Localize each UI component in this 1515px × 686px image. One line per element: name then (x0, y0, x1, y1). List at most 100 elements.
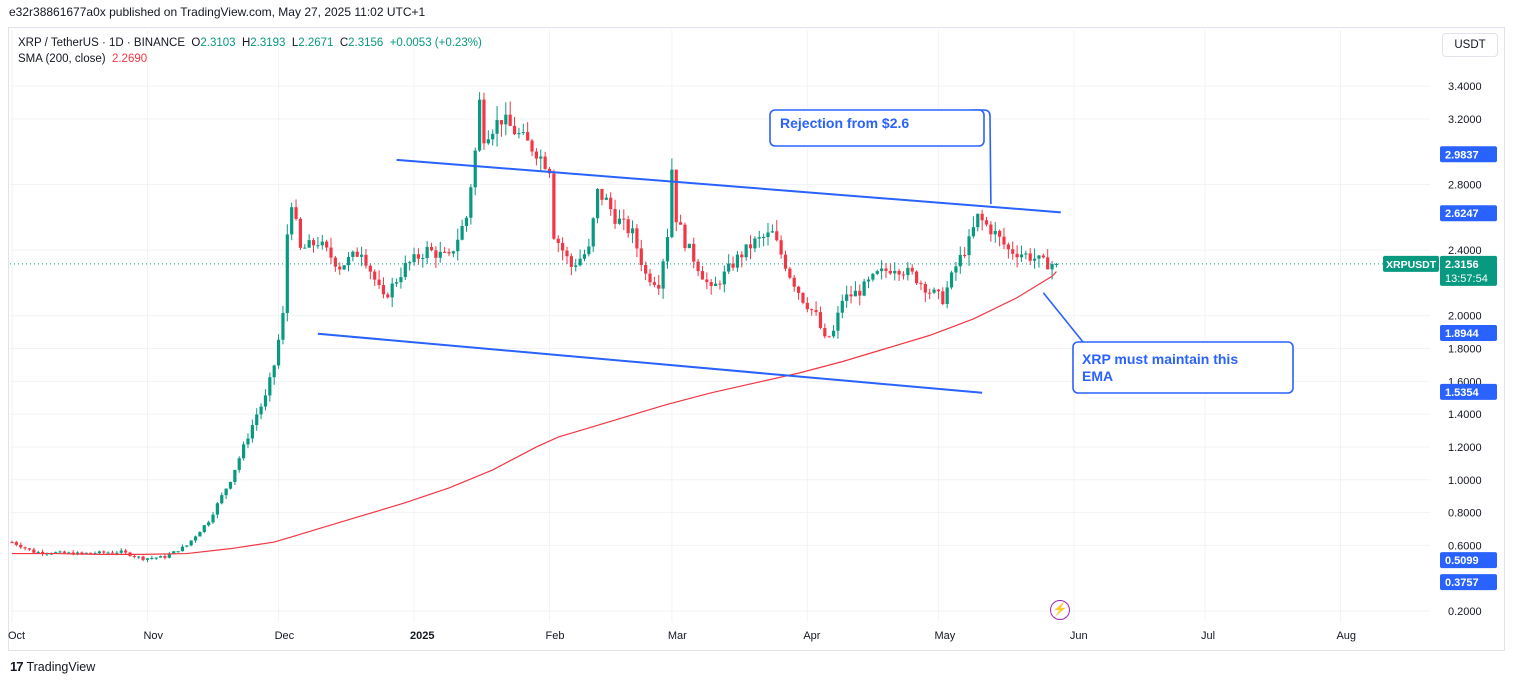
candle-body (644, 265, 648, 274)
candle-body (477, 99, 482, 151)
candle-body (700, 271, 705, 280)
candle-body (687, 243, 691, 249)
candle-body (670, 169, 674, 238)
candle-body (54, 552, 58, 554)
candle-body (89, 552, 93, 554)
candle-body (980, 213, 984, 221)
candle-body (788, 268, 792, 278)
close-value: 2.3156 (348, 37, 384, 49)
tradingview-logo-icon: 17 (10, 659, 24, 674)
callout-rejection: Rejection from $2.6 (769, 109, 992, 205)
candle-body (539, 156, 543, 159)
candle-body (954, 266, 958, 273)
candle-body (530, 140, 534, 152)
candle-body (1015, 253, 1019, 258)
candle-body (228, 481, 233, 489)
candle-body (993, 230, 997, 235)
symbol-label[interactable]: XRP / TetherUS · 1D · BINANCE (18, 37, 186, 49)
time-tick-label: Dec (275, 630, 295, 642)
candle-body (425, 246, 429, 259)
candle-body (718, 283, 722, 285)
candle-body (648, 273, 652, 283)
current-price-text: 2.3156 (1445, 259, 1479, 271)
candle-body (871, 273, 875, 280)
price-label-text: 2.9837 (1445, 149, 1479, 161)
price-label-box (1440, 325, 1497, 342)
price-label-box (1440, 574, 1497, 591)
callout-text: XRP must maintain this (1082, 351, 1238, 367)
candle-body (923, 284, 927, 293)
footer: 17 TradingView (10, 659, 95, 674)
candle-body (443, 251, 447, 253)
candle-body (473, 150, 477, 188)
candle-body (587, 246, 591, 255)
candle-body (412, 254, 416, 263)
candle-body (989, 224, 993, 235)
candle-body (394, 282, 399, 284)
candle-body (709, 282, 713, 287)
candle-body (106, 552, 110, 554)
time-tick-label: 2025 (410, 630, 434, 642)
candle-body (801, 292, 805, 303)
candle-body (849, 294, 853, 297)
lightning-icon[interactable]: ⚡ (1050, 600, 1070, 620)
candle-body (390, 283, 394, 298)
candle-body (600, 188, 604, 200)
price-tick-label: 1.8000 (1448, 344, 1482, 356)
grid (10, 30, 1430, 622)
sma-label[interactable]: SMA (200, close) (18, 53, 106, 65)
candle-body (102, 551, 106, 553)
candle-body (1041, 255, 1045, 258)
candle-body (1046, 257, 1050, 270)
candle-body (757, 237, 761, 239)
candle-body (521, 132, 525, 134)
candle-body (853, 290, 858, 297)
candle-body (858, 290, 862, 296)
candle-body (482, 99, 486, 144)
candle-body (460, 225, 464, 240)
candle-body (1032, 258, 1037, 261)
currency-button[interactable]: USDT (1442, 33, 1498, 57)
callout-box (1072, 341, 1294, 394)
candle-body (1006, 244, 1010, 250)
candle-body (255, 414, 259, 426)
price-label-box (1440, 205, 1497, 222)
candle-body (224, 488, 228, 496)
candle-body (172, 551, 176, 555)
candle-body (866, 279, 871, 282)
overlays: Rejection from $2.6 XRP must maintain thi… (10, 109, 1430, 555)
candle-body (233, 469, 237, 482)
candle-body (333, 257, 337, 267)
candle-body (792, 277, 796, 287)
candle-body (936, 289, 941, 292)
candle-body (215, 503, 219, 515)
candle-body (744, 244, 748, 258)
candle-body (399, 277, 403, 283)
candle-body (298, 218, 303, 248)
time-tick-label: Mar (668, 630, 687, 642)
candle-body (10, 542, 14, 544)
candle-body (735, 254, 740, 268)
candle-body (696, 261, 700, 272)
candle-body (906, 267, 910, 276)
candle-body (722, 271, 726, 285)
time-tick-label: Aug (1336, 630, 1356, 642)
candle-body (403, 262, 407, 278)
candle-body (613, 209, 617, 224)
candle-body (19, 544, 23, 548)
low-value: 2.2671 (298, 37, 334, 49)
candle-body (517, 133, 521, 135)
candle-body (762, 236, 766, 238)
candle-body (591, 218, 595, 247)
callout-text: EMA (1082, 368, 1113, 384)
candle-body (23, 547, 27, 549)
candle-body (574, 265, 578, 267)
candle-body (263, 395, 268, 407)
candle-body (884, 268, 888, 271)
candle-body (272, 365, 276, 378)
candle-body (364, 254, 368, 266)
candle-body (727, 263, 731, 272)
candle-body (818, 312, 823, 328)
